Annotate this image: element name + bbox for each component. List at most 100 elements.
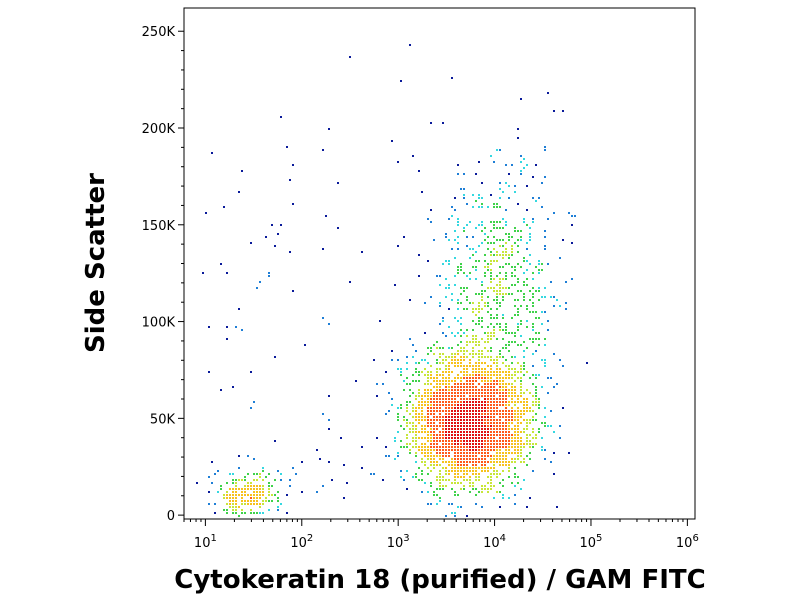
event-dot <box>478 245 480 247</box>
event-dot <box>442 332 444 334</box>
event-dot <box>532 383 534 385</box>
event-dot <box>562 365 564 367</box>
event-dot <box>499 392 501 394</box>
event-dot <box>484 383 486 385</box>
event-dot <box>523 365 525 367</box>
event-dot <box>514 401 516 403</box>
event-dot <box>499 245 501 247</box>
event-dot <box>406 356 408 358</box>
event-dot <box>229 497 231 499</box>
event-dot <box>511 275 513 277</box>
event-dot <box>523 299 525 301</box>
event-dot <box>553 431 555 433</box>
event-dot <box>331 479 333 481</box>
event-dot <box>268 275 270 277</box>
event-dot <box>457 452 459 454</box>
event-dot <box>289 179 291 181</box>
event-dot <box>544 359 546 361</box>
event-dot <box>511 236 513 238</box>
event-dot <box>490 404 492 406</box>
event-dot <box>508 389 510 391</box>
event-dot <box>514 269 516 271</box>
event-dot <box>466 224 468 226</box>
event-dot <box>496 296 498 298</box>
event-dot <box>469 272 471 274</box>
event-dot <box>232 509 234 511</box>
event-dot <box>415 368 417 370</box>
event-dot <box>424 443 426 445</box>
event-dot <box>487 431 489 433</box>
event-dot <box>505 287 507 289</box>
event-dot <box>472 335 474 337</box>
event-dot <box>250 500 252 502</box>
event-dot <box>493 407 495 409</box>
event-dot <box>424 359 426 361</box>
event-dot <box>571 242 573 244</box>
event-dot <box>544 449 546 451</box>
event-dot <box>535 392 537 394</box>
event-dot <box>445 467 447 469</box>
event-dot <box>457 269 459 271</box>
event-dot <box>454 515 456 517</box>
event-dot <box>517 455 519 457</box>
event-dot <box>496 368 498 370</box>
event-dot <box>523 374 525 376</box>
event-dot <box>499 293 501 295</box>
event-dot <box>463 395 465 397</box>
event-dot <box>250 407 252 409</box>
event-dot <box>553 110 555 112</box>
event-dot <box>499 461 501 463</box>
event-dot <box>448 389 450 391</box>
event-dot <box>553 452 555 454</box>
event-dot <box>457 350 459 352</box>
event-dot <box>388 455 390 457</box>
event-dot <box>481 506 483 508</box>
event-dot <box>418 416 420 418</box>
event-dot <box>514 356 516 358</box>
event-dot <box>409 452 411 454</box>
event-dot <box>457 434 459 436</box>
event-dot <box>427 380 429 382</box>
event-dot <box>322 413 324 415</box>
event-dot <box>499 404 501 406</box>
event-dot <box>454 428 456 430</box>
event-dot <box>505 431 507 433</box>
event-dot <box>454 398 456 400</box>
event-dot <box>499 290 501 292</box>
event-dot <box>445 368 447 370</box>
event-dot <box>529 410 531 412</box>
event-dot <box>430 425 432 427</box>
event-dot <box>442 377 444 379</box>
event-dot <box>511 293 513 295</box>
event-dot <box>439 500 441 502</box>
event-dot <box>235 485 237 487</box>
event-dot <box>436 380 438 382</box>
event-dot <box>466 443 468 445</box>
event-dot <box>238 494 240 496</box>
event-dot <box>430 407 432 409</box>
event-dot <box>445 479 447 481</box>
event-dot <box>523 419 525 421</box>
y-tick-label: 100K <box>142 316 176 331</box>
event-dot <box>469 374 471 376</box>
event-dot <box>508 467 510 469</box>
event-dot <box>454 407 456 409</box>
event-dot <box>424 431 426 433</box>
event-dot <box>466 431 468 433</box>
event-dot <box>478 311 480 313</box>
event-dot <box>463 392 465 394</box>
event-dot <box>466 401 468 403</box>
event-dot <box>478 341 480 343</box>
event-dot <box>454 476 456 478</box>
event-dot <box>475 269 477 271</box>
event-dot <box>427 410 429 412</box>
event-dot <box>454 452 456 454</box>
event-dot <box>442 389 444 391</box>
event-dot <box>490 317 492 319</box>
event-dot <box>481 242 483 244</box>
event-dot <box>259 488 261 490</box>
event-dot <box>409 428 411 430</box>
event-dot <box>517 482 519 484</box>
event-dot <box>499 206 501 208</box>
event-dot <box>454 365 456 367</box>
